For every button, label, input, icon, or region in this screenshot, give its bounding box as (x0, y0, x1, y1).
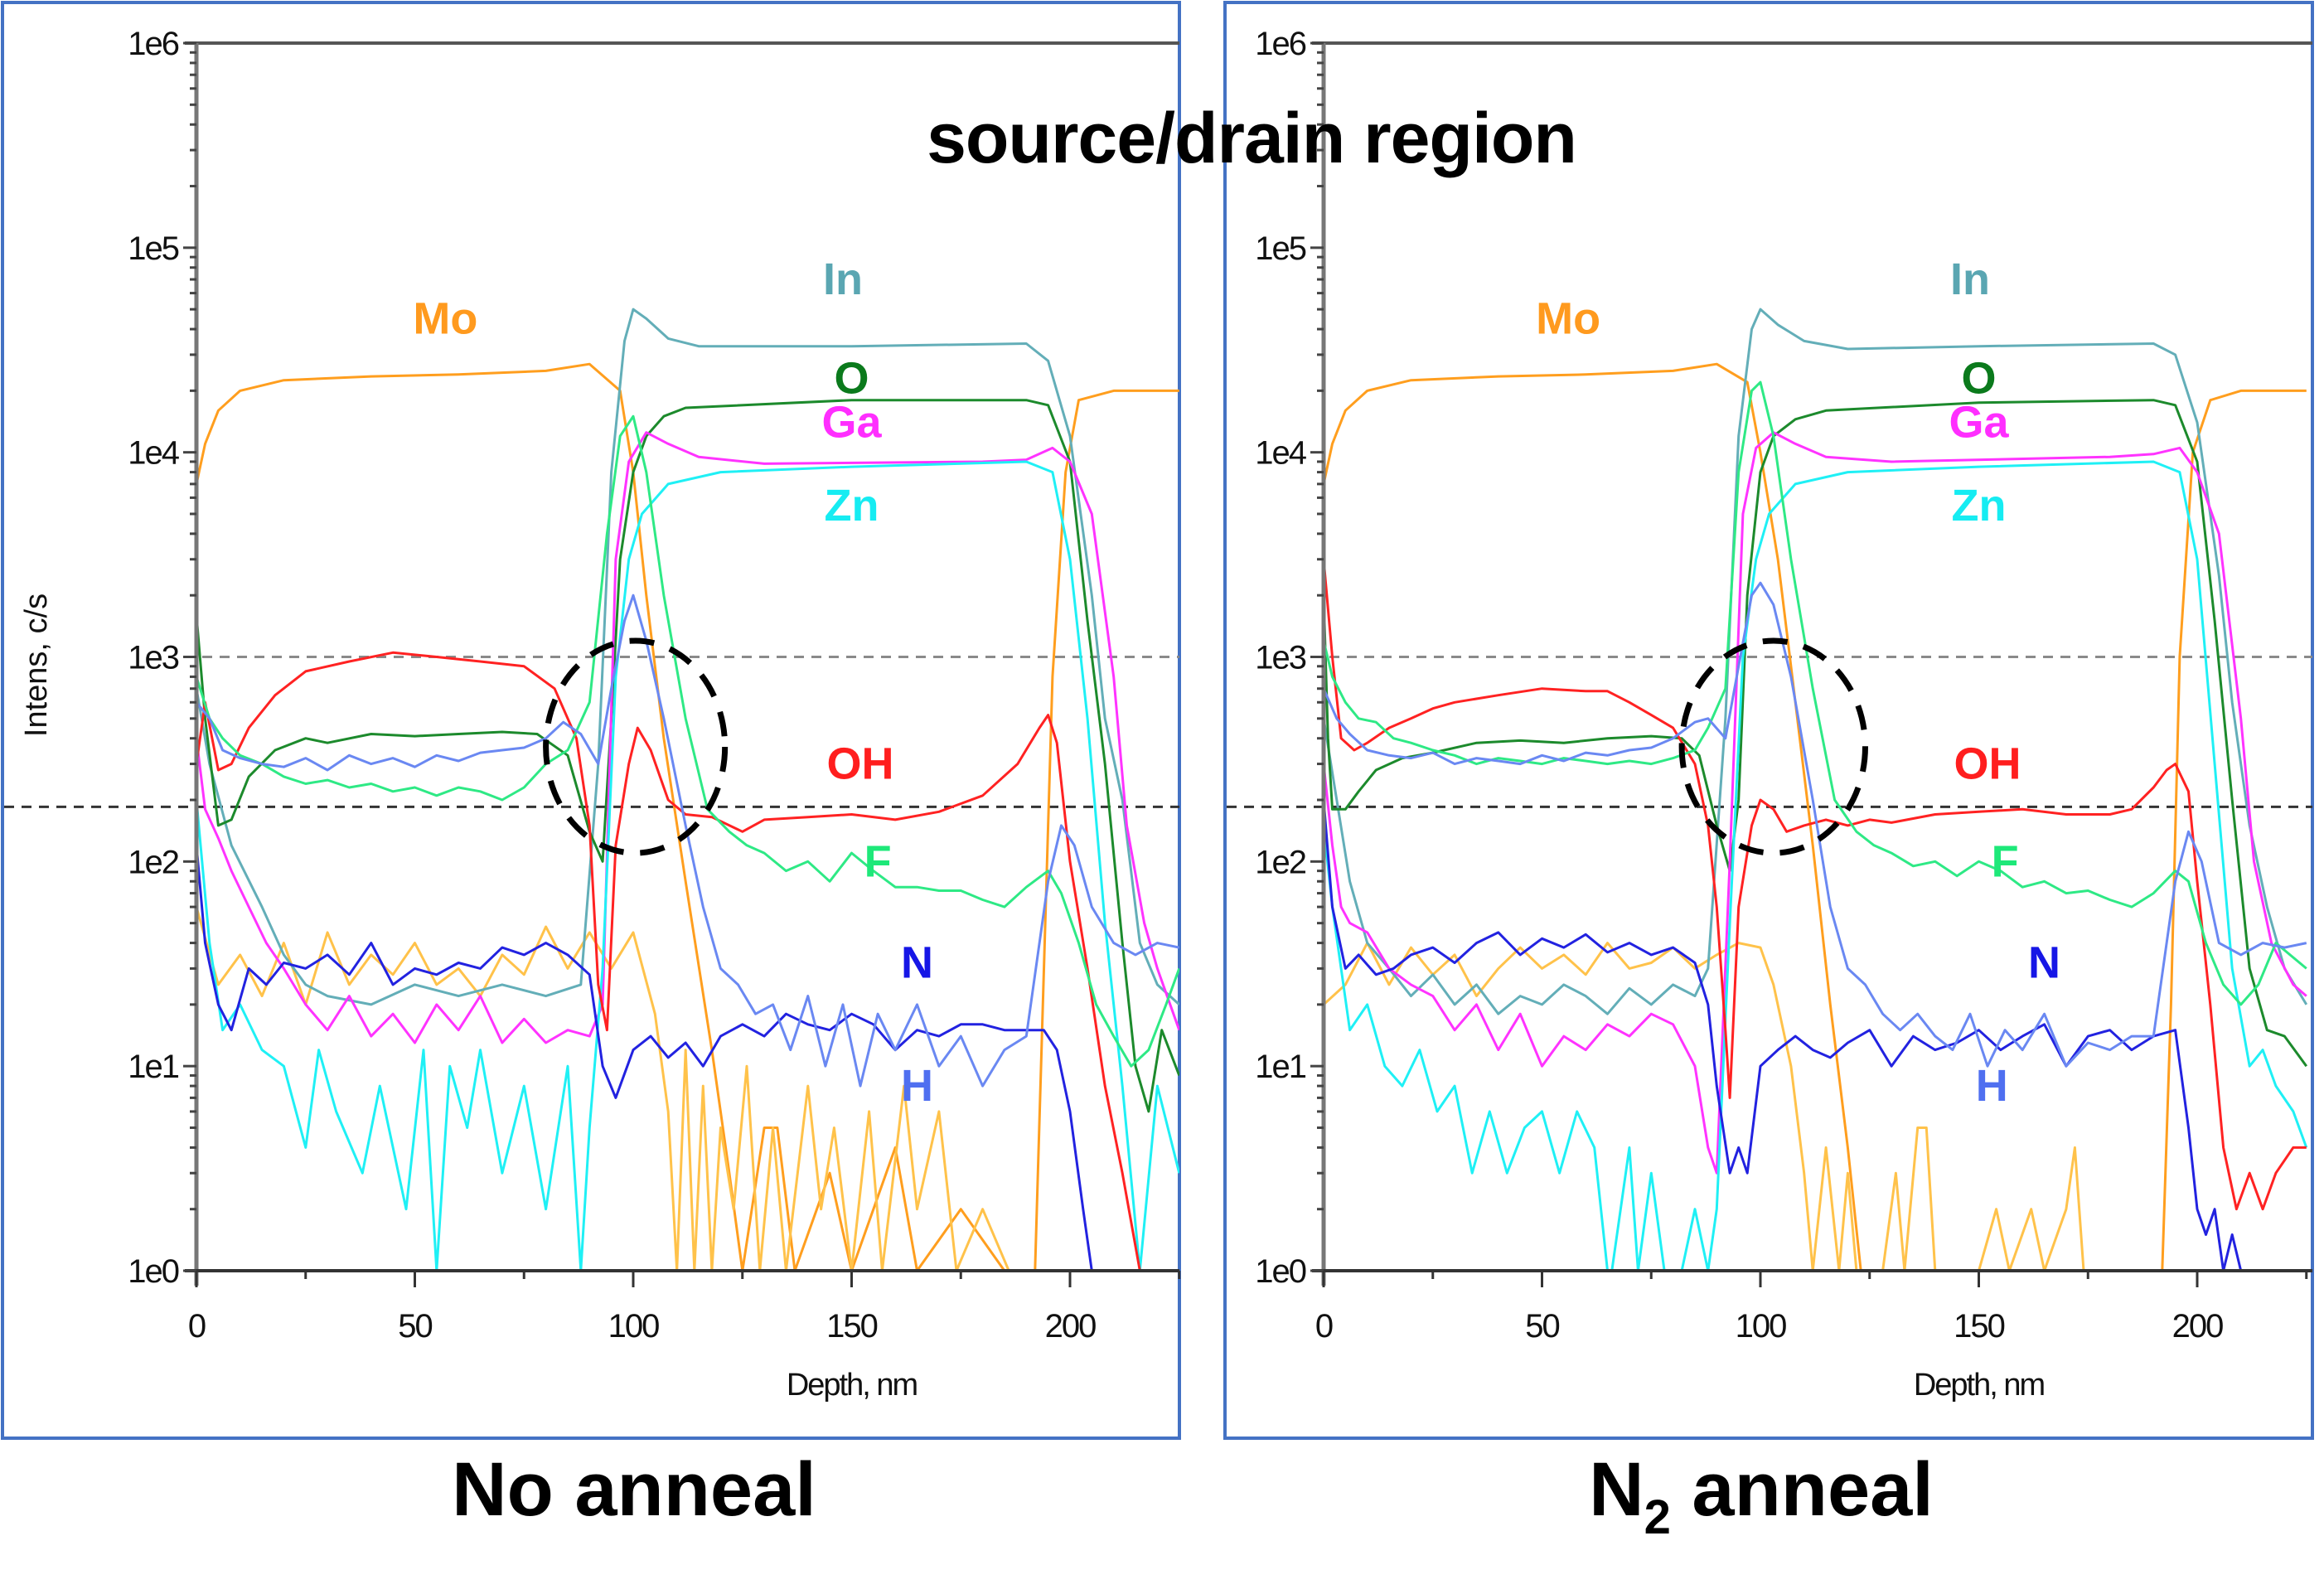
y-tick-label: 1e5 (1255, 230, 1305, 267)
figure-title: source/drain region (927, 99, 1577, 178)
y-tick-label: 1e0 (1255, 1253, 1305, 1290)
panel-caption-no-anneal: No anneal (452, 1447, 816, 1532)
x-tick-label: 100 (608, 1308, 659, 1344)
y-tick-label: 1e6 (1255, 26, 1305, 62)
element-label-zn: Zn (1952, 481, 2007, 531)
element-label-in: In (1950, 254, 1990, 304)
y-tick-label: 1e0 (128, 1253, 178, 1290)
series-line-oh (1324, 559, 2307, 1211)
y-tick-label: 1e1 (1255, 1049, 1305, 1085)
x-tick-label: 50 (398, 1308, 432, 1344)
series-group (196, 308, 1179, 1272)
element-label-h: H (901, 1061, 933, 1111)
series-line-f (196, 414, 1179, 1068)
element-label-f: F (864, 836, 892, 886)
element-label-oh: OH (827, 739, 894, 789)
y-tick-label: 1e3 (1255, 640, 1305, 676)
element-label-h: H (1976, 1061, 2008, 1111)
highlight-ellipse (1678, 637, 1868, 856)
y-tick-label: 1e5 (128, 230, 178, 267)
n2-text: N (1589, 1447, 1644, 1532)
series-group (1324, 308, 2308, 1272)
series-line-n (1324, 799, 2243, 1272)
series-line-in (196, 308, 1179, 1006)
panel-n2-anneal: 1e0 1e1 1e2 1e3 1e4 1e5 1e6 0 50 100 150 200 Depth, … (1223, 1, 2314, 1440)
x-tick-label: 200 (1045, 1308, 1096, 1344)
series-line-oh (196, 651, 1179, 1272)
x-tick-label: 150 (1954, 1308, 2004, 1344)
element-label-zn: Zn (825, 481, 879, 531)
x-tick-label: 50 (1525, 1308, 1559, 1344)
x-tick-label: 150 (826, 1308, 877, 1344)
series-line-zn (1324, 460, 2308, 1272)
element-label-ga: Ga (1949, 398, 2009, 448)
panel-frame (1223, 1, 2314, 1440)
y-tick-label: 1e2 (1255, 844, 1305, 880)
series-line-zn (196, 460, 1179, 1272)
y-tick-label: 1e4 (128, 435, 179, 472)
series-line-o (1324, 399, 2308, 1068)
element-label-oh: OH (1954, 739, 2021, 789)
x-tick-label: 100 (1736, 1308, 1786, 1344)
element-label-o: O (1961, 353, 1996, 403)
element-label-o: O (834, 353, 869, 403)
series-line-n (196, 845, 1093, 1272)
x-tick-label: 0 (188, 1308, 206, 1344)
element-label-n: N (2028, 938, 2060, 987)
x-axis-title: Depth, nm (787, 1368, 917, 1403)
series-line-in (1324, 308, 2308, 1015)
y-tick-label: 1e1 (128, 1049, 178, 1085)
x-axis-title: Depth, nm (1914, 1368, 2045, 1403)
y-axis-title: Intens, c/s (19, 594, 54, 737)
y-tick-label: 1e2 (128, 844, 178, 880)
x-tick-label: 200 (2172, 1308, 2223, 1344)
series-line-ga (1324, 431, 2307, 1175)
element-label-n: N (901, 938, 933, 987)
panel-no-anneal: 1e0 1e1 1e2 1e3 1e4 1e5 1e6 0 50 100 150 200 Depth, … (1, 1, 1181, 1440)
y-tick-label: 1e3 (128, 640, 178, 676)
panel-caption-n2-anneal: N2 anneal (1484, 1446, 2039, 1545)
series-line-h (196, 594, 1179, 1088)
x-tick-label: 0 (1315, 1308, 1333, 1344)
series-line-h (1324, 581, 2307, 1068)
series-line-ga (196, 431, 1179, 1044)
element-label-in: In (823, 254, 863, 304)
highlight-ellipse (543, 637, 729, 856)
y-tick-label: 1e4 (1255, 435, 1306, 472)
n2-subscript: 2 (1644, 1490, 1671, 1544)
y-tick-label: 1e6 (128, 26, 178, 62)
element-label-f: F (1992, 836, 2019, 886)
panel-frame (1, 1, 1181, 1440)
element-label-ga: Ga (821, 398, 882, 448)
element-label-mo: Mo (1536, 293, 1600, 343)
element-label-mo: Mo (413, 293, 477, 343)
series-line-mo-noise (196, 906, 1010, 1272)
anneal-text: anneal (1670, 1447, 1934, 1532)
series-line-f (1324, 380, 2307, 1006)
